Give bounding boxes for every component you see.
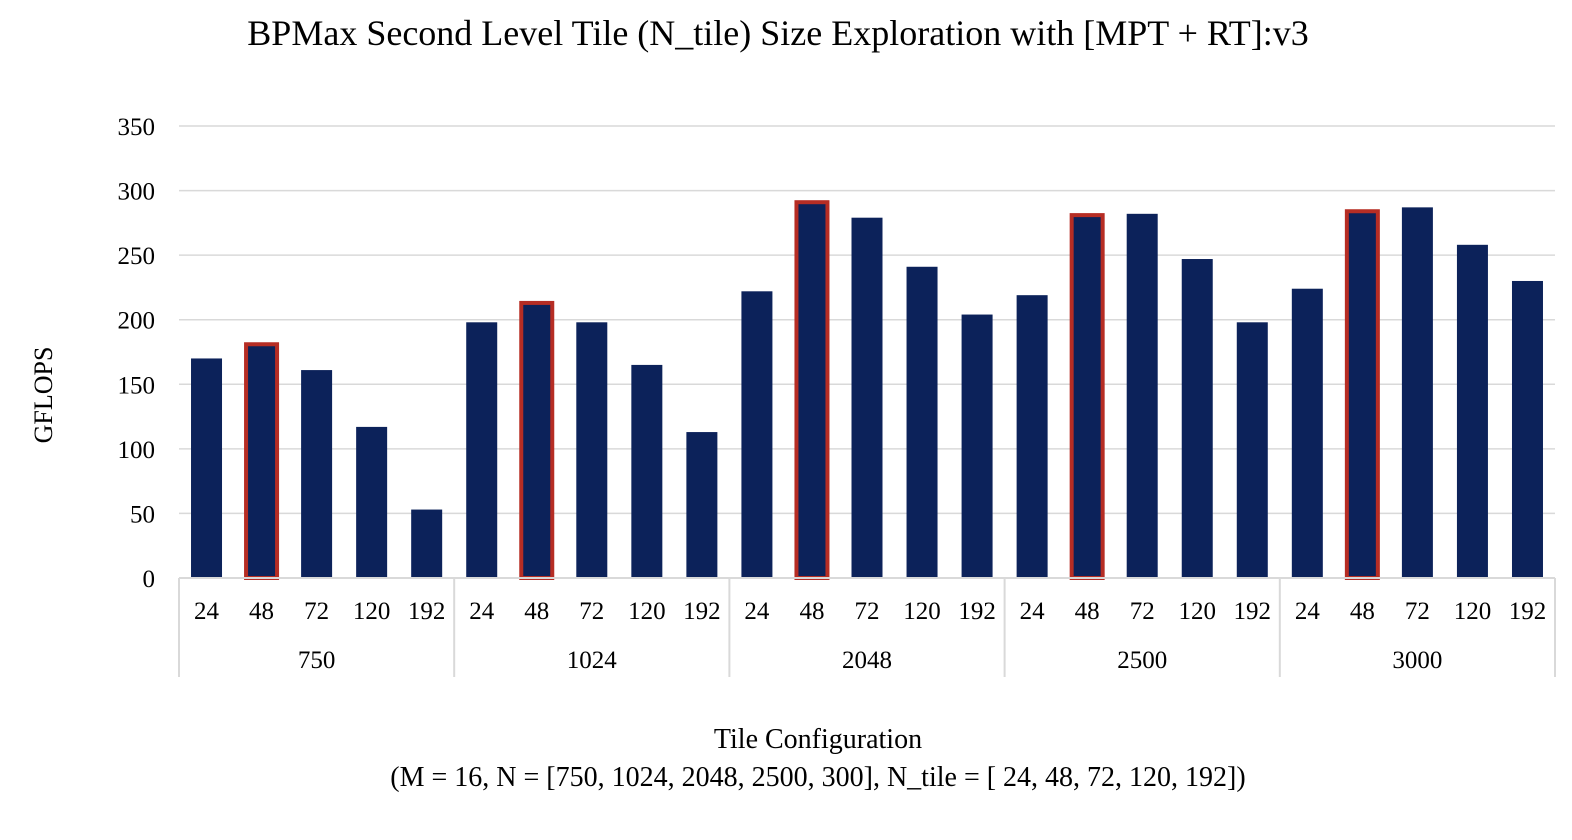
bar-2500-48 <box>1069 213 1105 580</box>
x-axis-label: Tile Configuration <box>714 724 922 755</box>
x-group-label: 750 <box>298 647 336 674</box>
bar-1024-48 <box>519 300 555 580</box>
bar-2048-72 <box>851 217 883 579</box>
y-axis-label: GFLOPS <box>29 347 58 444</box>
x-tick-label: 192 <box>1234 598 1272 625</box>
y-tick-label: 300 <box>118 179 156 206</box>
bar-750-48 <box>244 342 280 580</box>
bar-2048-48 <box>794 200 830 581</box>
x-tick-label: 120 <box>628 598 666 625</box>
bar-1024-24 <box>466 322 498 578</box>
x-tick-label: 192 <box>958 598 996 625</box>
x-tick-label: 72 <box>304 598 329 625</box>
bar-2500-24 <box>1016 295 1048 578</box>
x-tick-label: 48 <box>524 598 549 625</box>
bar-3000-72 <box>1401 207 1433 579</box>
y-tick-label: 100 <box>118 437 156 464</box>
chart-title: BPMax Second Level Tile (N_tile) Size Ex… <box>247 13 1308 53</box>
x-tick-label: 72 <box>1130 598 1155 625</box>
bar-2500-120 <box>1181 259 1213 578</box>
bar-2500-192 <box>1236 322 1268 578</box>
x-group-label: 2500 <box>1117 647 1167 674</box>
x-tick-label: 192 <box>408 598 446 625</box>
bar-2048-120 <box>906 266 938 578</box>
bar-2048-192 <box>961 314 993 578</box>
x-tick-label: 24 <box>1020 598 1046 625</box>
bar-1024-192 <box>686 432 718 578</box>
x-tick-label: 72 <box>579 598 604 625</box>
x-tick-label: 120 <box>1454 598 1492 625</box>
bar-3000-24 <box>1291 288 1323 578</box>
bar-3000-48 <box>1344 209 1380 580</box>
y-tick-label: 0 <box>143 566 156 593</box>
x-tick-label: 72 <box>855 598 880 625</box>
bars <box>191 200 1543 581</box>
y-tick-label: 250 <box>118 243 156 270</box>
y-tick-label: 200 <box>118 308 156 335</box>
y-tick-label: 50 <box>130 501 155 528</box>
x-tick-label: 120 <box>903 598 941 625</box>
x-tick-label: 48 <box>799 598 824 625</box>
y-tick-label: 350 <box>118 114 156 141</box>
bar-750-192 <box>411 509 443 578</box>
x-tick-label: 48 <box>1350 598 1375 625</box>
x-group-label: 3000 <box>1392 647 1442 674</box>
x-tick-label: 24 <box>744 598 770 625</box>
bar-750-24 <box>191 358 223 578</box>
x-tick-label: 24 <box>469 598 495 625</box>
x-tick-label: 48 <box>249 598 274 625</box>
x-group-label: 2048 <box>842 647 892 674</box>
y-tick-label: 150 <box>118 372 156 399</box>
bar-3000-192 <box>1511 280 1543 578</box>
bar-3000-120 <box>1456 244 1488 578</box>
bar-1024-72 <box>576 322 608 578</box>
x-tick-label: 72 <box>1405 598 1430 625</box>
bar-2500-72 <box>1126 213 1158 578</box>
bar-750-72 <box>301 370 333 578</box>
bar-2048-24 <box>741 291 773 578</box>
x-group-label: 1024 <box>567 647 618 674</box>
x-tick-label: 24 <box>194 598 220 625</box>
x-tick-label: 48 <box>1075 598 1100 625</box>
x-tick-label: 192 <box>1509 598 1547 625</box>
y-axis-ticks: 0 50 100 150 200 250 300 350 <box>118 114 156 593</box>
x-axis: 24 48 72 120 192 750 24 48 72 120 192 1024 24 48 72 120… <box>178 577 1556 677</box>
x-tick-label: 192 <box>683 598 721 625</box>
x-axis-sublabel: (M = 16, N = [750, 1024, 2048, 2500, 300… <box>390 762 1245 793</box>
bar-750-120 <box>356 426 388 578</box>
x-tick-label: 120 <box>1178 598 1216 625</box>
x-tick-label: 120 <box>353 598 391 625</box>
x-tick-label: 24 <box>1295 598 1321 625</box>
bar-1024-120 <box>631 364 663 578</box>
